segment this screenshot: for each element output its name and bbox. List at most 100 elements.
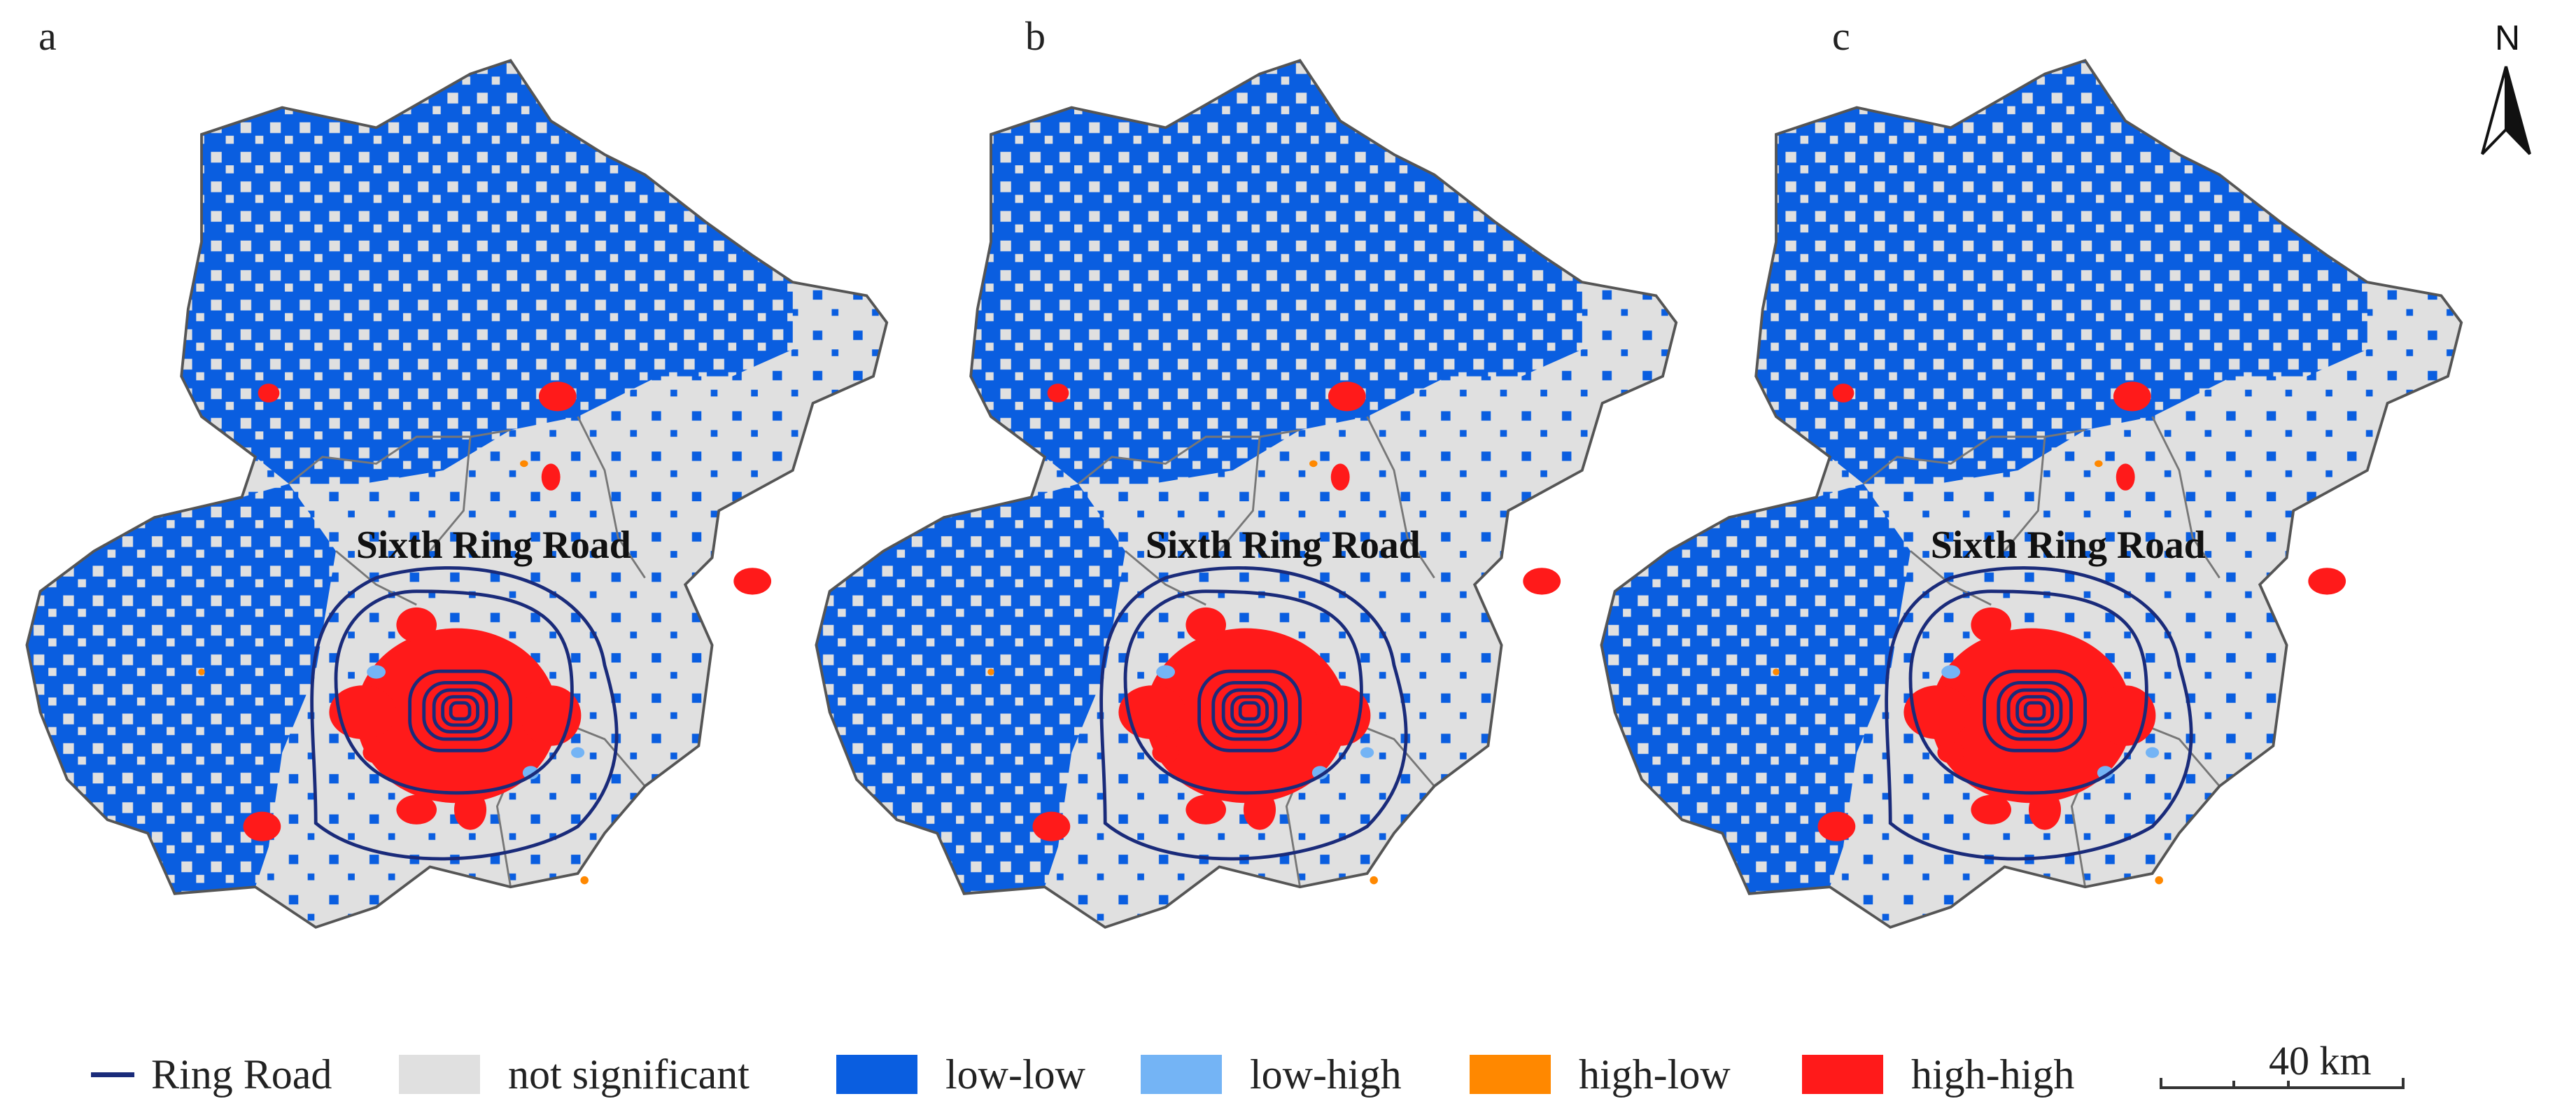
- hotspot-cluster: [329, 685, 397, 739]
- district-border: [1862, 428, 2085, 485]
- ring-road-inner: [422, 680, 498, 741]
- high-low-cluster: [2095, 460, 2103, 468]
- map-panel-b: Sixth Ring Road: [815, 59, 1678, 929]
- district-border: [577, 416, 646, 579]
- panel-label-c: c: [1832, 13, 1850, 59]
- ring-road-inner: [1197, 669, 1302, 752]
- district-border: [288, 428, 511, 485]
- hotspot-core: [1930, 628, 2132, 804]
- ring-road-label: Sixth Ring Road: [1146, 524, 1421, 567]
- map-panels: Sixth Ring Road Sixth Ring Road Sixth Ri…: [25, 59, 2463, 929]
- low-high-cluster: [522, 766, 539, 780]
- legend-swatch: [1141, 1055, 1222, 1094]
- high-low-cluster: [198, 668, 205, 675]
- district-low-low-north: [971, 60, 1582, 484]
- legend-swatch: [1470, 1055, 1551, 1094]
- ring-road-inner: [1221, 688, 1278, 734]
- district-low-low-west: [816, 484, 1125, 894]
- map-panel-c: Sixth Ring Road: [1600, 59, 2463, 929]
- ring-road-inner: [1211, 680, 1288, 741]
- district-border: [1910, 550, 1992, 606]
- district-border: [1366, 416, 1435, 579]
- ring-road-inner: [2015, 695, 2054, 727]
- scale-bar-label: 40 km: [2269, 1038, 2372, 1084]
- north-arrow-icon: N: [2474, 17, 2544, 168]
- hotspot-cluster: [2308, 568, 2346, 595]
- legend: Ring Road not significant low-low low-hi…: [0, 1043, 2576, 1113]
- ring-road-inner: [1983, 669, 2088, 752]
- hotspot-cluster: [396, 794, 437, 825]
- ring-road-sixth: [1099, 566, 1408, 861]
- hotspot-cluster: [538, 381, 577, 412]
- low-high-cluster: [2146, 747, 2160, 758]
- hotspot-cluster: [453, 790, 487, 830]
- panel-label-a: a: [38, 13, 57, 59]
- hotspot-cluster: [396, 607, 437, 643]
- north-label: N: [2495, 18, 2521, 57]
- hotspot-cluster: [1330, 463, 1350, 491]
- hotspot-cluster: [363, 741, 390, 764]
- hotspot-cluster: [733, 568, 772, 595]
- ring-road-inner: [408, 669, 513, 752]
- district-border: [1218, 436, 1261, 552]
- high-low-cluster: [1309, 460, 1318, 468]
- legend-swatch: [836, 1055, 917, 1094]
- hotspot-cluster: [1971, 794, 2011, 825]
- hotspot-core: [356, 628, 558, 804]
- ring-road-inner: [2023, 701, 2046, 721]
- ring-road-inner: [1230, 695, 1269, 727]
- ring-road-inner: [432, 688, 488, 734]
- ring-road-inner: [449, 701, 472, 721]
- ring-road-inner: [441, 695, 479, 727]
- district-border: [429, 436, 472, 552]
- low-high-cluster: [2097, 766, 2113, 780]
- legend-label: high-low: [1579, 1051, 1731, 1098]
- district-border: [2004, 436, 2046, 552]
- municipal-boundary: [1600, 59, 2463, 929]
- legend-label: low-high: [1250, 1051, 1402, 1098]
- high-low-cluster: [2155, 876, 2163, 885]
- hotspot-cluster: [1118, 685, 1186, 739]
- legend-swatch: [399, 1055, 480, 1094]
- legend-item-low-high: low-high: [1141, 1043, 1402, 1106]
- municipal-boundary: [25, 59, 889, 929]
- high-low-cluster: [987, 668, 994, 675]
- legend-label: high-high: [1911, 1051, 2075, 1098]
- low-high-cluster: [367, 665, 386, 679]
- ring-road-sixth: [1885, 566, 2193, 861]
- low-high-cluster: [1311, 766, 1328, 780]
- panel-label-b: b: [1025, 13, 1046, 59]
- scale-bar: 40 km: [2157, 1037, 2409, 1100]
- district-border: [1077, 428, 1300, 485]
- ring-road-sixth: [310, 566, 619, 861]
- hotspot-cluster: [1937, 741, 1964, 764]
- high-low-cluster: [1370, 876, 1378, 885]
- high-low-cluster: [580, 876, 589, 885]
- ring-road-fifth: [334, 589, 574, 795]
- district-low-low-north: [181, 60, 793, 484]
- legend-label: not significant: [508, 1051, 749, 1098]
- district-border: [1125, 550, 1206, 606]
- hotspot-cluster: [1523, 568, 1561, 595]
- ring-road-label: Sixth Ring Road: [1931, 524, 2206, 567]
- municipal-boundary: [815, 59, 1678, 929]
- legend-swatch: [1802, 1055, 1883, 1094]
- hotspot-cluster: [1032, 811, 1071, 841]
- hotspot-cluster: [1243, 790, 1276, 830]
- hotspot-cluster: [1328, 381, 1366, 412]
- legend-label: Ring Road: [151, 1051, 332, 1098]
- hotspot-cluster: [258, 384, 280, 403]
- hotspot-core: [1145, 628, 1347, 804]
- hotspot-cluster: [1185, 607, 1226, 643]
- high-low-cluster: [1773, 668, 1780, 675]
- district-low-low-west: [1601, 484, 1910, 894]
- ring-road-inner: [1238, 701, 1261, 721]
- legend-item-high-low: high-low: [1470, 1043, 1731, 1106]
- ring-road-inner: [2006, 688, 2063, 734]
- hotspot-cluster: [1817, 811, 1856, 841]
- hotspot-cluster: [2113, 381, 2151, 412]
- ring-road-fifth: [1908, 589, 2148, 795]
- hotspot-cluster: [1832, 384, 1854, 403]
- ring-road-inner: [1997, 680, 2073, 741]
- hotspot-cluster: [541, 463, 561, 491]
